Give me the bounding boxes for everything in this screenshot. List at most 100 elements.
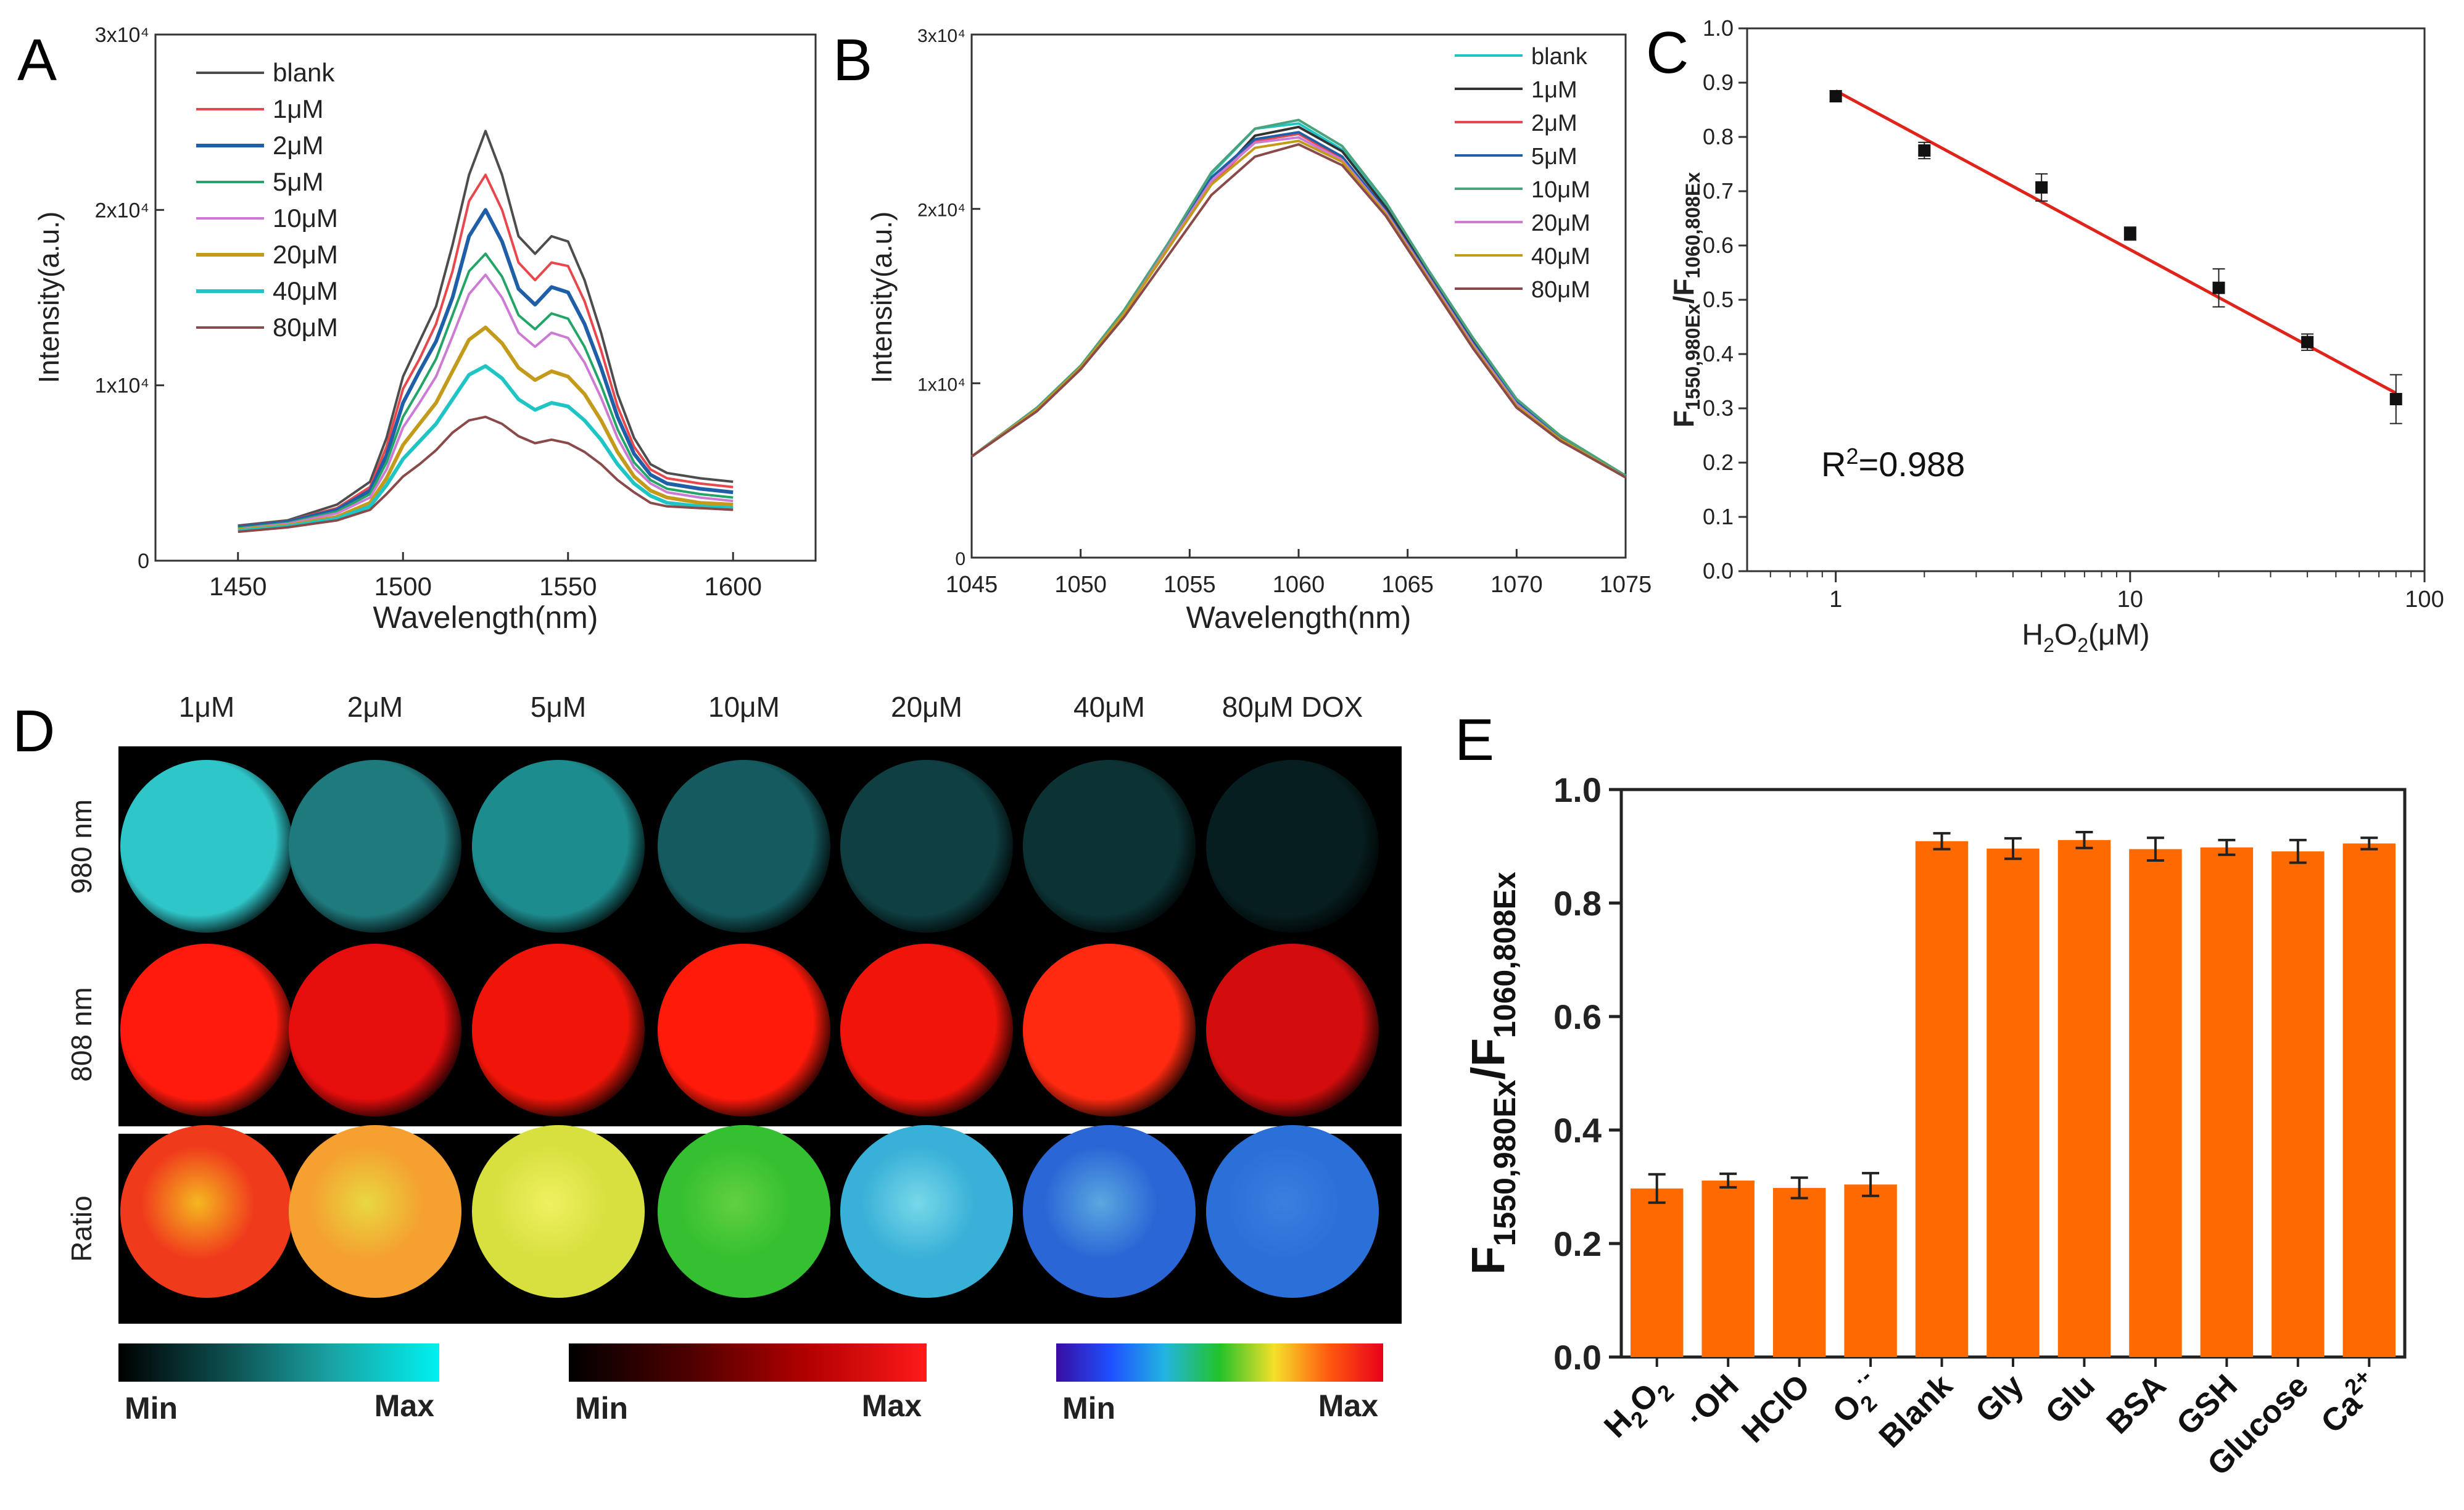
y-tick-label: 0 — [138, 550, 149, 573]
sample-well-image — [840, 1125, 1013, 1298]
bar — [1631, 1188, 1684, 1357]
legend-label: 80μM — [273, 313, 338, 342]
x-tick-label: 10 — [2117, 587, 2143, 613]
series-line-20μM — [970, 136, 1627, 479]
legend-label: 40μM — [273, 276, 338, 305]
row-label: 808 nm — [65, 987, 97, 1081]
x-tick-label: 1050 — [1054, 572, 1107, 598]
bar — [1986, 848, 2040, 1357]
data-point — [1829, 90, 1842, 102]
y-tick-label: 0.6 — [1703, 233, 1734, 258]
y-tick-label: 0.4 — [1703, 341, 1734, 366]
legend-label: 10μM — [273, 204, 338, 233]
sample-well-image — [658, 760, 830, 933]
sample-well-image — [658, 1125, 830, 1298]
column-header-5: 40μM — [1073, 691, 1145, 723]
x-category-label: BSA — [2100, 1368, 2173, 1441]
sample-well-image — [472, 1125, 645, 1298]
legend-label: 2μM — [273, 131, 324, 160]
sample-well-image — [1206, 944, 1379, 1116]
x-tick-label: 1550 — [539, 572, 597, 601]
column-header-1: 2μM — [347, 691, 403, 723]
y-tick-label: 0.3 — [1703, 395, 1734, 421]
series-line-40μM — [970, 139, 1627, 479]
x-category-label: Ca2+ — [2310, 1364, 2387, 1440]
colorbar-max-label: Max — [862, 1388, 922, 1423]
sample-well-image — [1023, 1125, 1196, 1298]
column-header-0: 1μM — [179, 691, 234, 723]
y-tick-label: 0.0 — [1553, 1338, 1602, 1377]
sample-well-image — [289, 944, 461, 1116]
data-point — [2035, 181, 2048, 194]
series-line-blank — [970, 122, 1627, 477]
colorbar — [569, 1343, 927, 1382]
legend-label: 20μM — [1531, 210, 1590, 236]
legend-label: 80μM — [1531, 277, 1590, 303]
colorbar-min-label: Min — [575, 1391, 628, 1425]
panel-label-b: B — [833, 27, 872, 93]
panel-c-scatter-chart: F1550,980Ex/F1060,808Ex H2O2(μM) R2=0.98… — [1668, 15, 2444, 656]
sample-well-image — [658, 944, 830, 1116]
x-tick-label: 1060 — [1273, 572, 1325, 598]
series-line-1μM — [238, 173, 734, 528]
series-line-5μM — [238, 252, 734, 530]
y-tick-label: 0.4 — [1553, 1111, 1602, 1150]
y-tick-label: 2x10⁴ — [917, 200, 965, 221]
sample-well-image — [840, 760, 1013, 933]
legend-label: 1μM — [1531, 77, 1577, 103]
panel-a-plot-frame — [154, 33, 817, 562]
bar — [2272, 851, 2325, 1357]
x-tick-label: 1 — [1829, 587, 1842, 613]
panel-b-xlabel: Wavelength(nm) — [1186, 600, 1412, 635]
bar — [2129, 849, 2182, 1357]
series-line-1μM — [970, 125, 1627, 479]
sample-well-image — [1023, 760, 1196, 933]
sample-well-image — [289, 760, 461, 933]
legend-label: 5μM — [1531, 144, 1577, 170]
panel-e-ylabel: F1550,980Ex/F1060,808Ex — [1462, 872, 1522, 1275]
sample-well-image — [472, 760, 645, 933]
series-line-blank — [238, 130, 734, 527]
colorbar-min-label: Min — [125, 1391, 178, 1425]
data-point — [2389, 393, 2402, 406]
colorbar — [1056, 1343, 1383, 1382]
column-header-4: 20μM — [891, 691, 962, 723]
series-line-10μM — [970, 118, 1627, 477]
legend-label: 2μM — [1531, 110, 1577, 136]
panel-e-bar-chart: F1550,980Ex/F1060,808Ex 0.0 0.2 0.4 0.6 0.8 1… — [1462, 770, 2407, 1483]
y-tick-label: 2x10⁴ — [95, 199, 149, 222]
bar — [1915, 841, 1969, 1357]
sample-well-image — [472, 944, 645, 1116]
y-tick-label: 3x10⁴ — [95, 23, 149, 47]
series-line-20μM — [238, 325, 734, 532]
series-line-40μM — [238, 364, 734, 533]
bar — [1844, 1184, 1897, 1357]
y-tick-label: 0.9 — [1703, 70, 1734, 95]
x-category-label: Glu — [2039, 1368, 2102, 1430]
y-tick-label: 0.0 — [1703, 558, 1734, 584]
x-tick-label: 100 — [2405, 587, 2444, 613]
bar — [1701, 1180, 1755, 1357]
bar — [2057, 840, 2111, 1357]
x-tick-label: 1075 — [1600, 572, 1652, 598]
y-tick-label: 0.1 — [1703, 504, 1734, 529]
x-tick-label: 1500 — [374, 572, 432, 601]
series-line-5μM — [970, 131, 1627, 477]
sample-well-image — [1206, 760, 1379, 933]
bar — [2342, 843, 2396, 1357]
data-point — [2301, 336, 2314, 349]
y-tick-label: 1x10⁴ — [917, 374, 965, 395]
x-tick-label: 1070 — [1490, 572, 1543, 598]
x-tick-label: 1450 — [209, 572, 267, 601]
sample-well-image — [840, 944, 1013, 1116]
column-header-3: 10μM — [708, 691, 780, 723]
series-line-80μM — [238, 415, 734, 534]
data-point — [2123, 227, 2136, 240]
y-tick-label: 0.6 — [1553, 997, 1602, 1036]
panel-label-c: C — [1646, 20, 1689, 86]
x-category-label: H2O2 — [1597, 1368, 1679, 1449]
y-tick-label: 1x10⁴ — [95, 374, 149, 398]
panel-b-plot-frame — [970, 33, 1627, 559]
sample-well-image — [1023, 944, 1196, 1116]
